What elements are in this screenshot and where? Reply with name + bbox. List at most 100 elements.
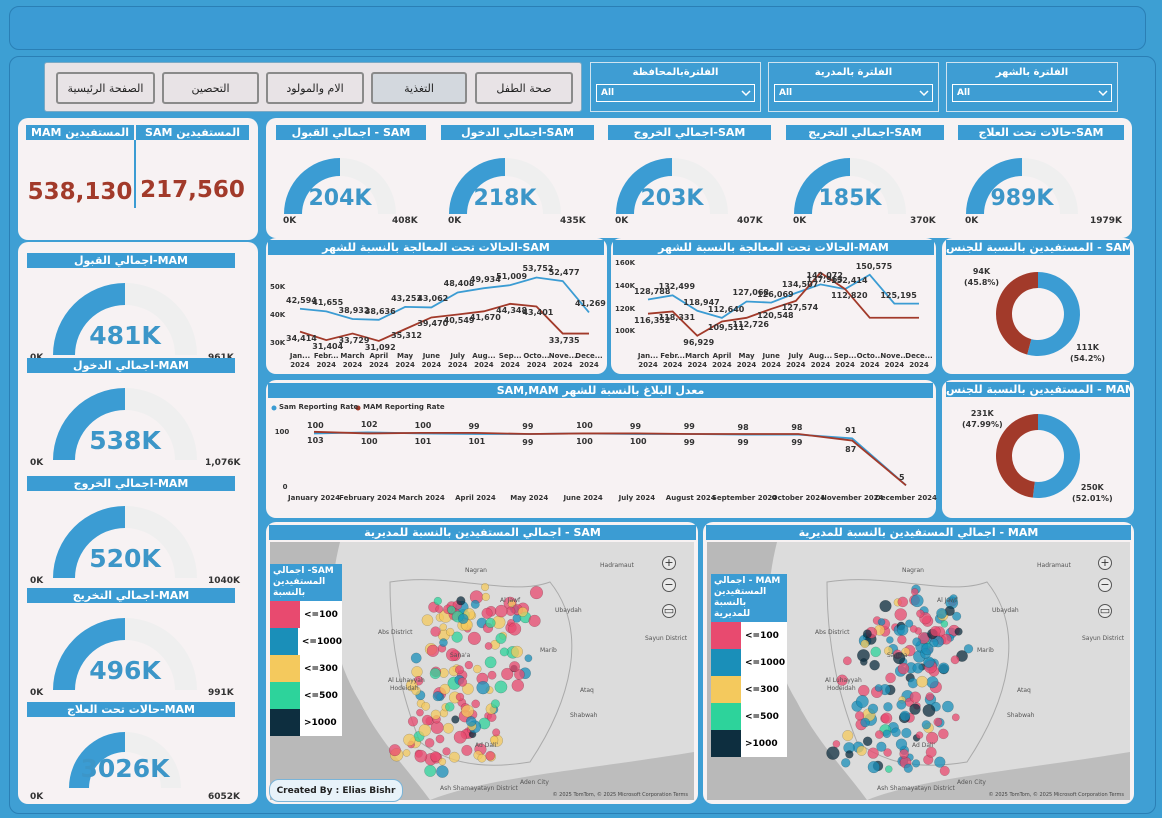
map-point	[430, 709, 441, 720]
map-point	[485, 750, 496, 761]
zoom-out-icon[interactable]: −	[1098, 578, 1112, 592]
zoom-in-icon[interactable]: +	[1098, 556, 1112, 570]
data-label-bottom: 33,735	[548, 335, 580, 345]
map-point	[862, 736, 873, 747]
reporting-rate-chart-panel: SAM,MAM معدل البلاغ بالنسبة للشهر	[266, 380, 936, 518]
legend-label: MAM Reporting Rate	[363, 403, 445, 411]
map-point	[897, 635, 907, 645]
y-tick-label: 50K	[270, 283, 286, 291]
map-point	[937, 662, 950, 674]
sam-gauge-min: 0K	[793, 216, 807, 226]
donut-label-1: 94K (45.8%)	[964, 266, 999, 288]
map-point	[421, 714, 433, 726]
x-tick-label: Dece... 2024	[575, 352, 603, 369]
data-label-top: 152,414	[831, 276, 868, 286]
mam-map[interactable]: Nagran Marib Abs District Al Luhayyah Hodeid…	[707, 542, 1130, 800]
legend-label: <=300	[745, 684, 779, 695]
map-point	[446, 627, 455, 637]
map-point	[909, 703, 921, 715]
map-point	[445, 648, 460, 662]
x-tick-label: July 2024	[447, 352, 468, 369]
data-label-top: 102	[360, 420, 378, 430]
x-tick-label: Aug... 2024	[472, 352, 496, 369]
data-label-top: 43,062	[417, 294, 449, 304]
map-point	[886, 636, 894, 644]
legend-label: <=1000	[301, 636, 342, 647]
mam-map-panel: اجمالي المستفيدين بالنسبة للمديرية - MAM…	[703, 522, 1134, 804]
sam-gauge-fill	[616, 158, 672, 214]
map-place-label: Ubaydah	[555, 607, 582, 614]
nav-mother-newborn-button[interactable]: الام والمولود	[266, 72, 364, 104]
map-point	[430, 626, 441, 637]
select-icon[interactable]: ▭	[662, 604, 676, 618]
map-border	[826, 579, 1010, 766]
y-tick-label: 120K	[615, 304, 636, 313]
mam-gauge-title: اجمالي الخروج-MAM	[27, 476, 235, 491]
x-tick-label: May 2024	[510, 494, 549, 502]
data-label-top: 52,477	[548, 268, 580, 278]
sam-map[interactable]: Nagran Marib Abs District Al Luhayyah Hodeid…	[270, 542, 694, 800]
map-point	[891, 727, 901, 738]
donut-value: 250K	[1080, 483, 1104, 492]
data-label-bottom: 87	[845, 444, 857, 454]
nav-nutrition-button[interactable]: التغذية	[371, 72, 467, 104]
x-tick-label: March 2024	[685, 352, 710, 369]
map-gulf	[430, 752, 694, 800]
select-icon[interactable]: ▭	[1098, 604, 1112, 618]
sam-gauge-title: اجمالي الخروج-SAM	[608, 125, 771, 140]
map-point	[451, 631, 463, 643]
data-label-top: 91	[845, 426, 857, 436]
map-point	[402, 749, 411, 757]
map-place-label: Ash Shamayatayn District	[440, 785, 518, 792]
data-label-bottom: 109,511	[707, 323, 745, 333]
zoom-in-icon[interactable]: +	[662, 556, 676, 570]
filter-directorate-select[interactable]: All	[774, 84, 933, 102]
map-point	[429, 667, 441, 680]
data-label-bottom: 112,820	[831, 291, 868, 301]
data-label-bottom: 100	[576, 437, 593, 447]
data-label-top: 41,655	[312, 298, 344, 308]
map-point	[484, 656, 497, 669]
sam-gauge-value: 204K	[308, 186, 372, 211]
map-point	[499, 647, 509, 657]
map-point	[901, 647, 911, 657]
nav-vaccination-button[interactable]: التحصين	[162, 72, 259, 104]
map-place-label: Shabwah	[1007, 712, 1035, 719]
map-point	[907, 677, 919, 689]
donut-slice-1	[996, 272, 1038, 355]
x-tick-label: Octo... 2024	[523, 352, 550, 369]
map-point	[883, 748, 892, 757]
sam-map-title: اجمالي المستفيدين بالنسبة للمديرية - SAM	[269, 525, 696, 540]
data-label-top: 51,009	[496, 272, 528, 282]
data-label-bottom: 99	[683, 438, 695, 447]
map-point	[942, 700, 954, 713]
map-point	[930, 625, 941, 637]
map-place-label: Nagran	[902, 567, 924, 574]
map-point	[949, 594, 958, 603]
x-tick-label: Sep... 2024	[498, 352, 522, 369]
zoom-out-icon[interactable]: −	[662, 578, 676, 592]
map-point	[926, 676, 939, 689]
map-point	[485, 617, 496, 629]
map-point	[897, 596, 909, 608]
filter-month-select[interactable]: All	[952, 84, 1112, 102]
map-point	[903, 763, 913, 773]
legend-swatch	[711, 622, 741, 649]
data-label-top: 98	[791, 422, 803, 432]
filter-governorate-select[interactable]: All	[596, 84, 755, 102]
map-point	[529, 586, 544, 600]
nav-home-button[interactable]: الصفحة الرئيسية	[56, 72, 155, 104]
map-point	[432, 691, 443, 702]
data-label-bottom: 44,348	[496, 305, 528, 315]
sam-gauge-title: حالات تحت العلاج-SAM	[958, 125, 1124, 140]
filter-governorate-title: الفلترةبالمحافظة	[632, 67, 719, 78]
map-legend-row: <=500	[270, 682, 342, 709]
data-label-bottom: 118,331	[658, 313, 696, 323]
sam-gauge-min: 0K	[283, 216, 297, 226]
map-point	[414, 749, 428, 763]
nav-child-health-button[interactable]: صحة الطفل	[475, 72, 573, 104]
sam-gender-pie-panel: المستفيدين بالنسبة للجنس - SAM	[942, 238, 1134, 374]
map-point	[457, 613, 469, 625]
map-place-label: Ad Dali'	[475, 742, 498, 749]
map-point	[899, 749, 909, 759]
